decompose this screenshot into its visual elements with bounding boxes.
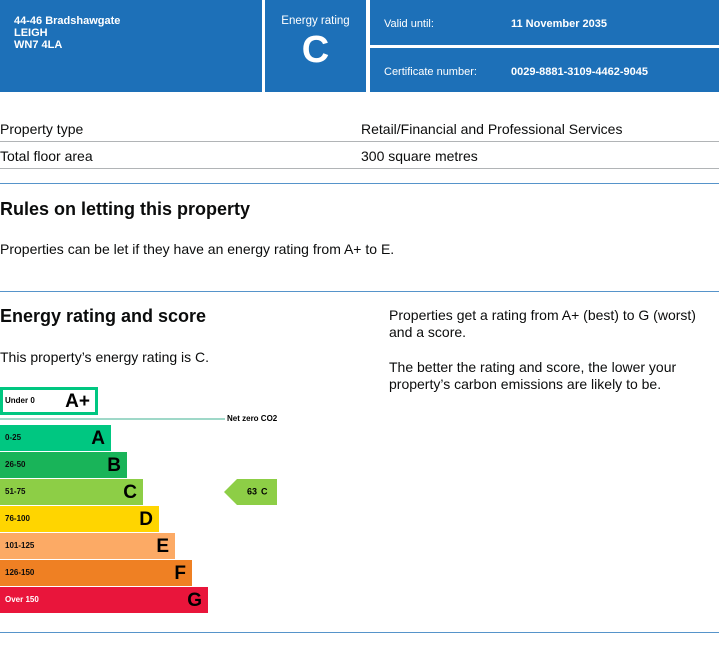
band-bar [0,587,208,613]
row-divider [0,168,719,169]
band-range: 0-25 [5,433,22,442]
band-letter: C [123,482,137,503]
table-cell: Retail/Financial and Professional Servic… [361,121,623,137]
band-bar [0,479,143,505]
band-range: 101-125 [5,541,35,550]
current-letter: C [261,486,268,496]
certificate-label: Certificate number: [384,66,477,78]
net-zero-label: Net zero CO2 [227,414,278,423]
rating-label: Energy rating [281,15,350,27]
table-cell: Total floor area [0,148,93,164]
band-box [0,387,98,415]
section-divider [0,183,719,184]
table-cell: 300 square metres [361,148,478,164]
band-letter: A [91,428,105,449]
paragraph: Properties get a rating from A+ (best) t… [389,307,696,340]
band-range: Over 150 [5,595,39,604]
section-divider [0,291,719,292]
address-box: 44-46 Bradshawgate LEIGH WN7 4LA [0,0,262,92]
valid-date: 11 November 2035 [511,18,608,30]
section-heading: Energy rating and score [0,306,207,326]
rating-box: Energy rating C [265,0,366,92]
band-bar [0,506,159,532]
rating-letter: C [301,29,330,71]
section-divider [0,632,719,633]
band-bar [0,560,192,586]
band-letter: A+ [65,391,90,412]
band-letter: F [174,563,186,584]
row-divider [0,141,719,142]
band-letter: G [187,590,202,611]
band-range: 76-100 [5,514,30,523]
band-bar [0,452,127,478]
paragraph: The better the rating and score, the low… [389,359,677,392]
band-letter: E [156,536,169,557]
certificate-number: 0029-8881-3109-4462-9045 [511,66,649,78]
table-cell: Property type [0,121,84,137]
band-bar [0,425,111,451]
rating-scale: Under 0 A+ Net zero CO2 0-25 A 26-50 B 51-75 C 76… [0,387,278,613]
band-letter: D [139,509,153,530]
address-line: WN7 4LA [14,39,63,51]
paragraph: This property’s energy rating is C. [0,349,210,365]
current-score: 63 [247,486,257,496]
current-arrow [224,479,277,505]
address: 44-46 Bradshawgate LEIGH WN7 4LA [14,15,120,51]
valid-box: Valid until: 11 November 2035 [370,0,719,45]
address-line: LEIGH [14,27,48,39]
band-range: Under 0 [5,396,35,405]
band-range: 126-150 [5,568,35,577]
address-line: 44-46 Bradshawgate [14,15,121,27]
band-letter: B [107,455,121,476]
band-range: 26-50 [5,460,26,469]
valid-label: Valid until: [384,18,434,30]
certificate-box: Certificate number: 0029-8881-3109-4462-… [370,48,719,92]
band-range: 51-75 [5,487,26,496]
paragraph: Properties can be let if they have an en… [0,241,395,257]
band-bar [0,533,175,559]
section-heading: Rules on letting this property [0,199,251,219]
